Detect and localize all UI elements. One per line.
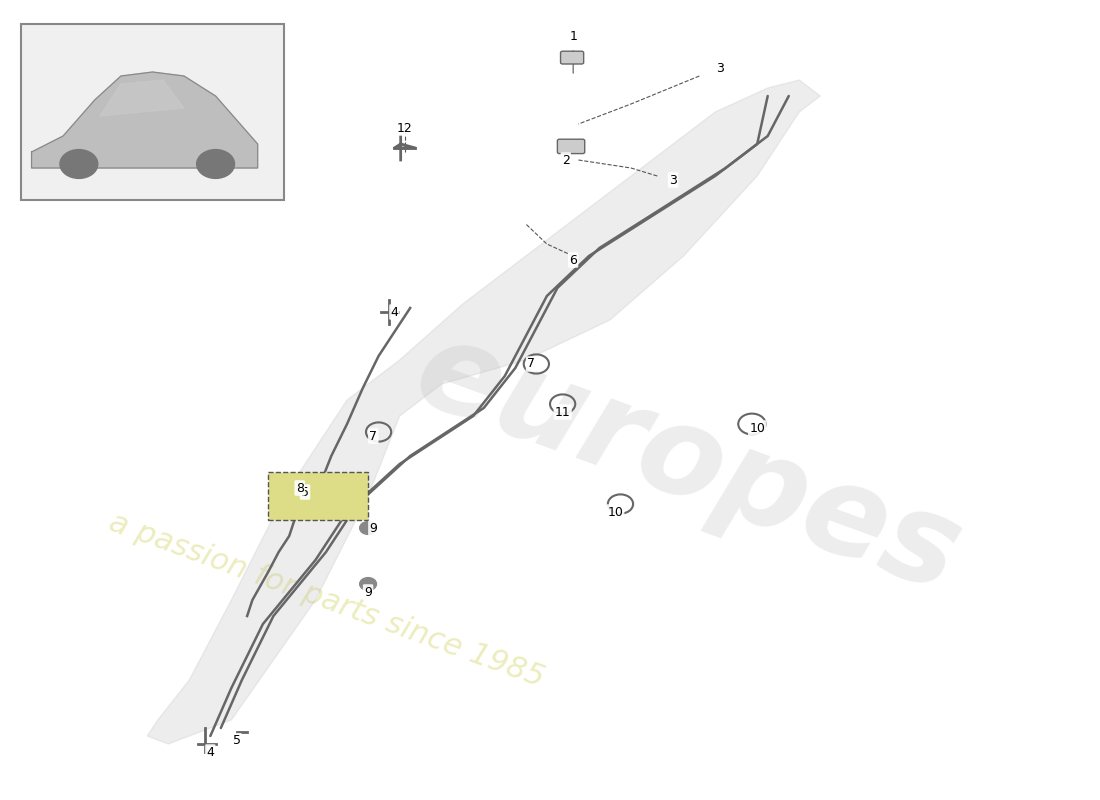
Text: 8: 8 xyxy=(296,482,304,494)
Circle shape xyxy=(197,150,234,178)
Text: 9: 9 xyxy=(364,586,372,598)
Text: 10: 10 xyxy=(749,422,766,434)
Text: a passion for parts since 1985: a passion for parts since 1985 xyxy=(106,507,548,693)
Text: 9: 9 xyxy=(370,522,377,534)
FancyBboxPatch shape xyxy=(561,51,584,64)
Text: 10: 10 xyxy=(607,506,624,518)
Circle shape xyxy=(360,578,376,590)
Polygon shape xyxy=(32,72,257,168)
Text: 4: 4 xyxy=(390,306,398,318)
Text: 11: 11 xyxy=(554,406,571,418)
Text: 12: 12 xyxy=(397,122,412,134)
Text: 7: 7 xyxy=(527,358,535,370)
Bar xyxy=(21,24,284,200)
Circle shape xyxy=(59,150,98,178)
Text: europes: europes xyxy=(399,310,977,618)
FancyBboxPatch shape xyxy=(558,139,585,154)
Text: 3: 3 xyxy=(669,174,676,186)
Text: 1: 1 xyxy=(569,30,578,42)
Text: 6: 6 xyxy=(569,254,578,266)
Polygon shape xyxy=(147,80,821,744)
Text: 5: 5 xyxy=(301,486,309,498)
Text: 5: 5 xyxy=(232,734,241,747)
Bar xyxy=(268,472,368,520)
Text: 3: 3 xyxy=(716,62,724,74)
Text: 4: 4 xyxy=(207,746,215,758)
Text: 7: 7 xyxy=(370,430,377,442)
Text: 2: 2 xyxy=(562,154,570,166)
Polygon shape xyxy=(100,80,184,116)
Circle shape xyxy=(360,522,376,534)
